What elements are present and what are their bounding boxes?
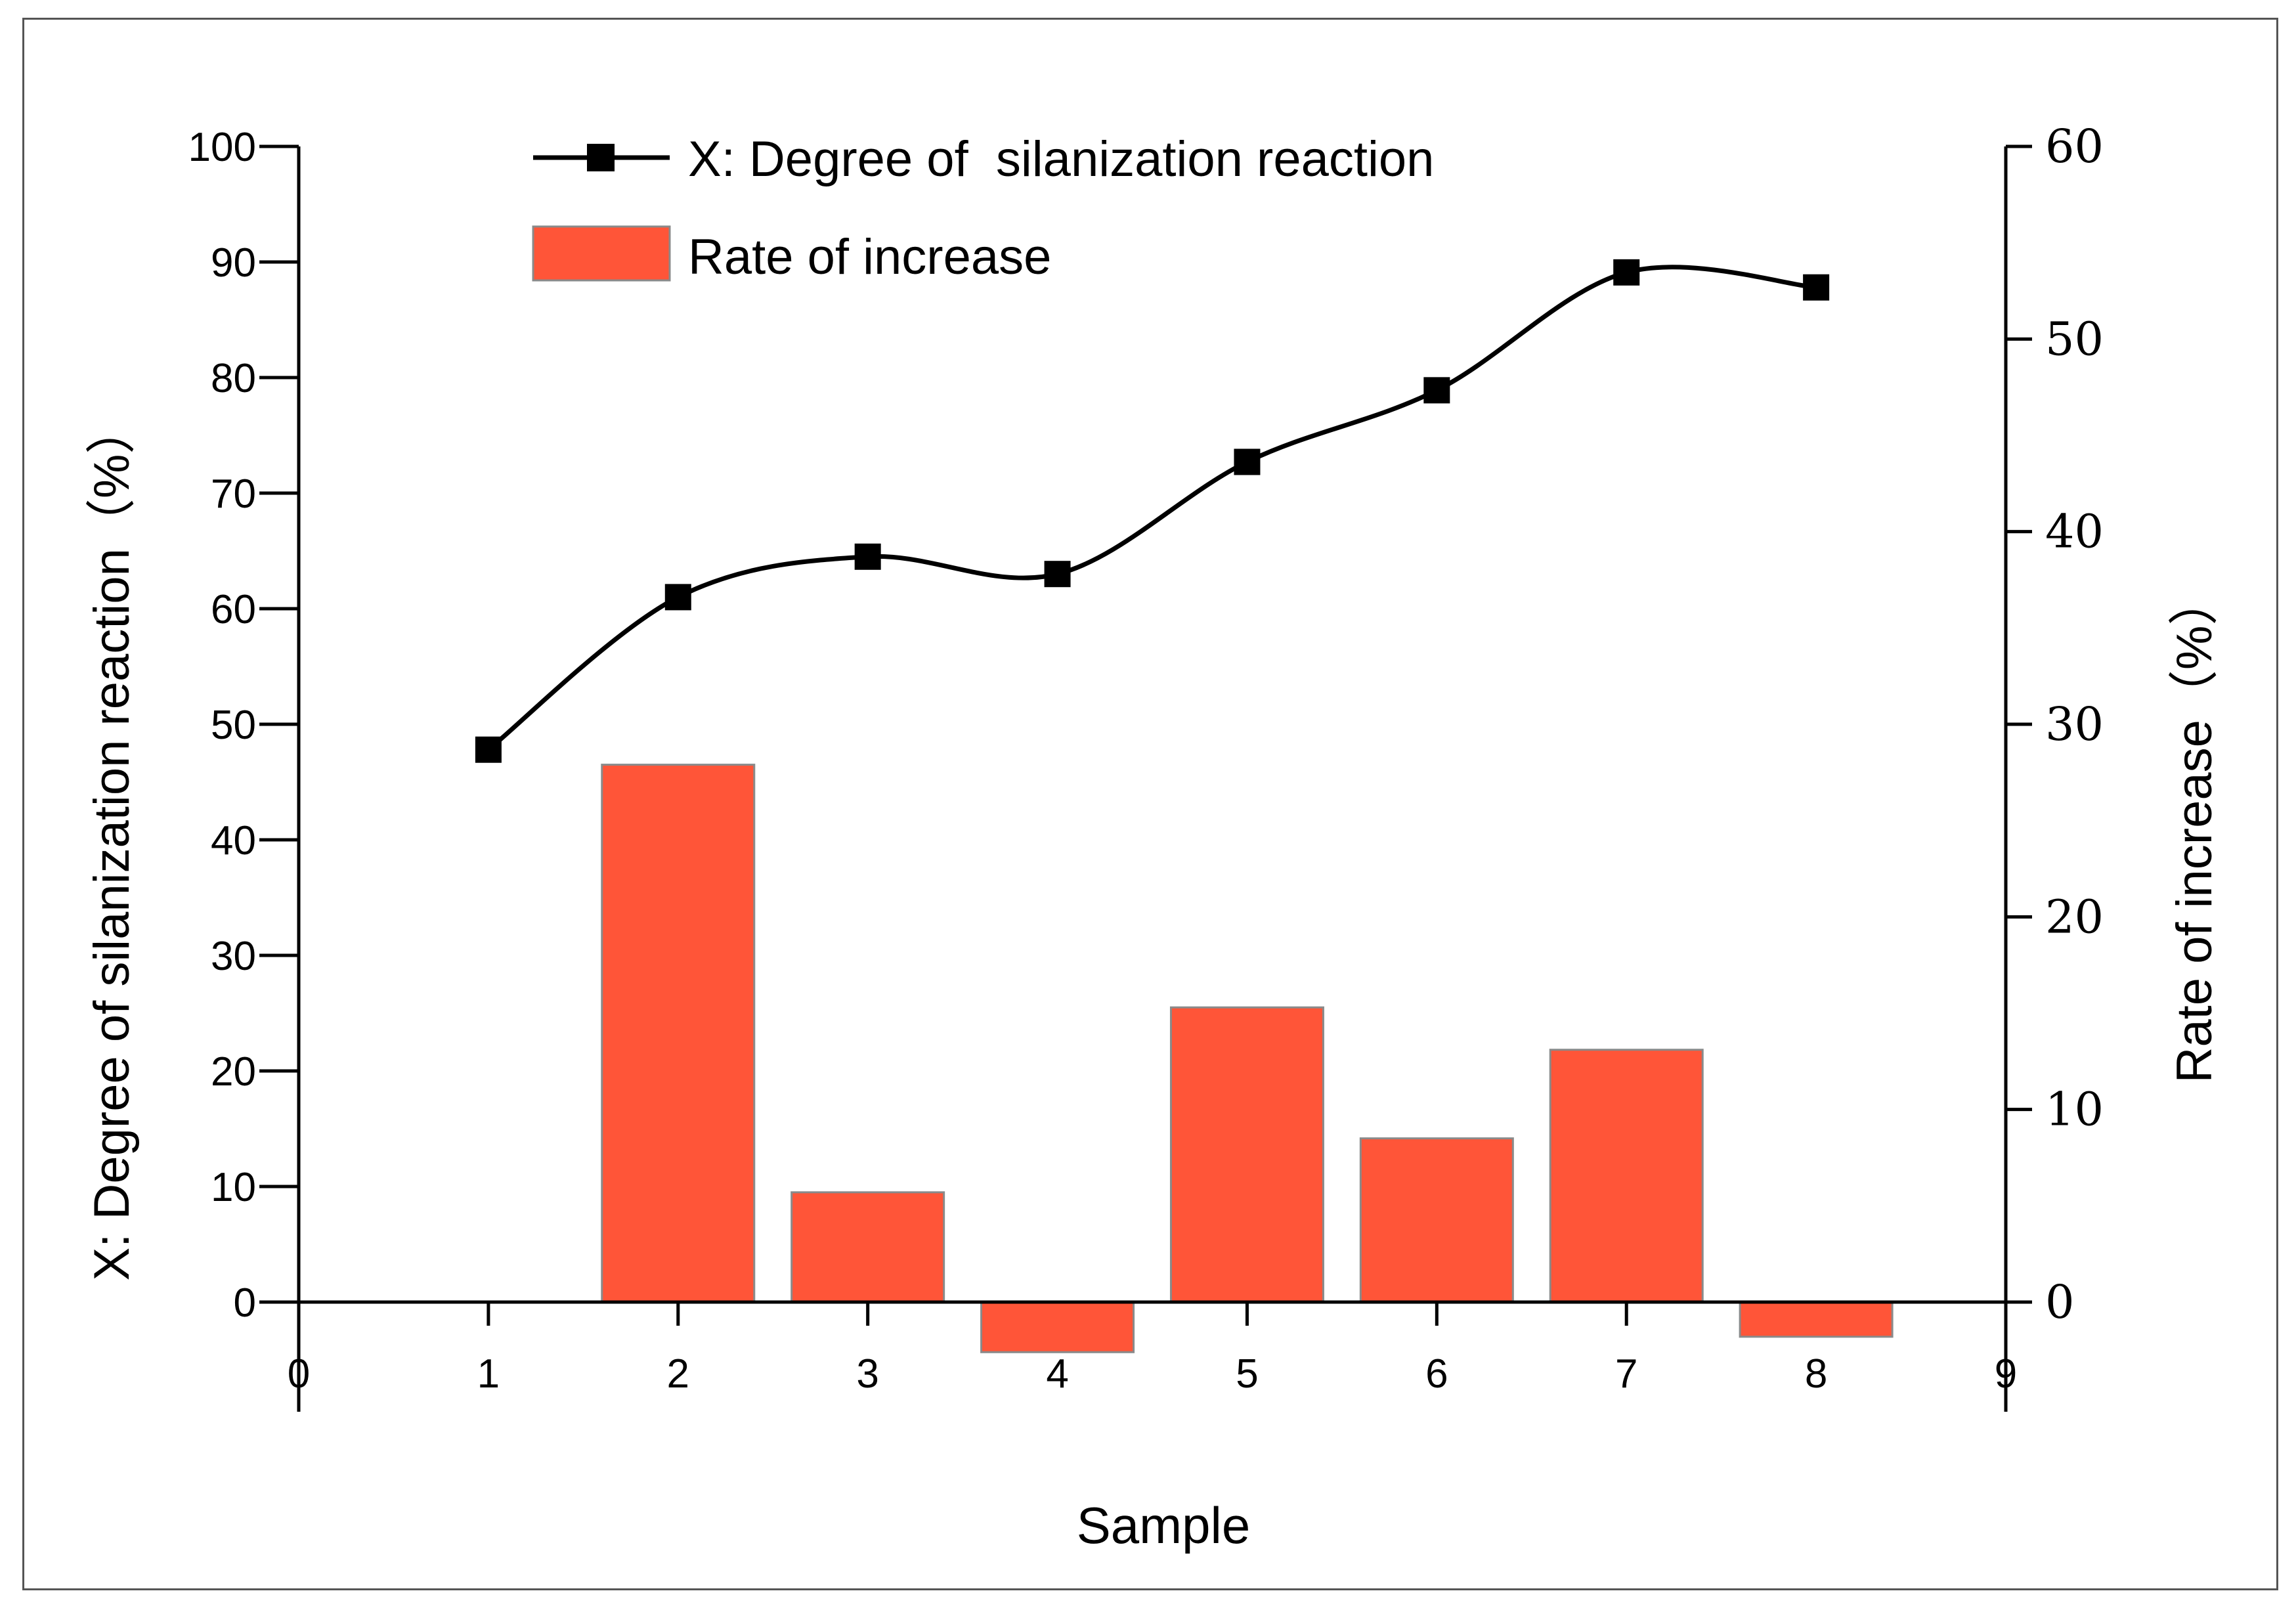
legend-line-marker	[587, 144, 615, 171]
bar-rate-sample-7	[1549, 1049, 1704, 1303]
x-tick-label: 7	[1615, 1351, 1637, 1397]
point-degree-sample-5	[1234, 448, 1261, 475]
axes	[259, 144, 2032, 1412]
bar-rate-sample-4	[980, 1301, 1135, 1353]
y-right-tick-label: 20	[2045, 890, 2104, 944]
y-left-tick-label: 10	[211, 1165, 256, 1210]
x-tick-label: 5	[1236, 1351, 1258, 1397]
y-left-tick-label: 20	[211, 1049, 256, 1095]
y-right-tick-label: 40	[2045, 505, 2104, 559]
bar-rate-sample-5	[1169, 1006, 1324, 1303]
y-left-tick-label: 50	[211, 703, 256, 748]
legend-bar-swatch	[532, 225, 671, 282]
y-left-tick-label: 90	[211, 240, 256, 286]
x-tick-label: 9	[1995, 1351, 2017, 1397]
point-degree-sample-7	[1613, 259, 1640, 286]
x-tick-label: 6	[1425, 1351, 1448, 1397]
legend-bar-label: Rate of increase	[688, 229, 1051, 285]
x-tick-label: 3	[856, 1351, 878, 1397]
x-tick-label: 0	[288, 1351, 310, 1397]
y-right-tick-label: 0	[2045, 1275, 2075, 1329]
x-tick-label: 2	[667, 1351, 689, 1397]
line-degree-curve	[487, 265, 1817, 752]
figure-frame	[22, 18, 2278, 1590]
point-degree-sample-6	[1423, 377, 1450, 404]
x-tick-label: 4	[1046, 1351, 1068, 1397]
y-left-tick-label: 70	[211, 471, 256, 517]
point-degree-sample-4	[1044, 561, 1071, 588]
legend: X: Degree of silanization reaction Rate o…	[532, 131, 1434, 285]
point-degree-sample-1	[475, 736, 502, 763]
line-series	[475, 259, 1830, 763]
y-right-tick-label: 10	[2045, 1083, 2104, 1137]
y-left-tick-label: 0	[234, 1280, 256, 1326]
y-left-tick-label: 100	[188, 125, 256, 170]
tick-labels: 0 10 20 30 40 50 60 70 80 90 100 0 10 20 30 40 50 60 0 1 2 3 4…	[188, 120, 2104, 1397]
y-right-tick-label: 50	[2045, 312, 2104, 366]
x-axis-title: Sample	[1077, 1496, 1250, 1554]
x-tick-label: 8	[1805, 1351, 1827, 1397]
bar-rate-sample-3	[791, 1191, 945, 1303]
y-left-tick-label: 80	[211, 356, 256, 401]
point-degree-sample-2	[664, 584, 691, 611]
bars-series	[299, 764, 2006, 1353]
y-right-tick-label: 60	[2045, 120, 2104, 173]
x-tick-label: 1	[477, 1351, 500, 1397]
y-left-axis-title: X: Degree of silanization reaction（%）	[84, 404, 140, 1281]
point-degree-sample-3	[854, 543, 881, 570]
y-right-axis-title: Rate of increase（%）	[2167, 576, 2222, 1083]
point-degree-sample-8	[1803, 274, 1830, 301]
bar-rate-sample-2	[601, 764, 756, 1303]
bar-rate-sample-6	[1359, 1137, 1514, 1303]
y-left-tick-label: 60	[211, 587, 256, 632]
legend-line-label: X: Degree of silanization reaction	[688, 131, 1434, 187]
y-right-tick-label: 30	[2045, 697, 2104, 751]
y-left-tick-label: 30	[211, 934, 256, 979]
bar-rate-sample-8	[1739, 1301, 1894, 1338]
y-left-tick-label: 40	[211, 818, 256, 863]
axis-titles: Sample X: Degree of silanization reaction…	[84, 404, 2222, 1554]
